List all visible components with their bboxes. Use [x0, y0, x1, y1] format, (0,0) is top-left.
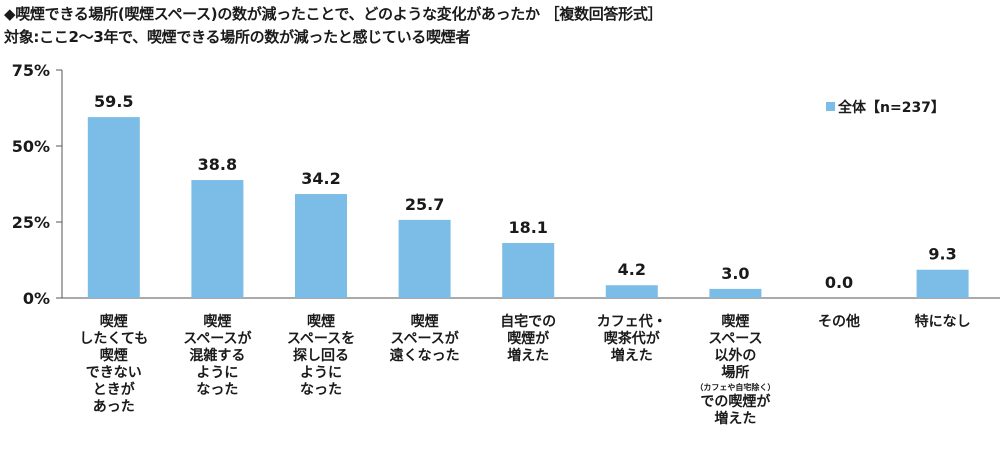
category-label: 喫煙 スペースが 遠くなった [375, 314, 475, 365]
bar [709, 288, 762, 298]
category-label-text: 喫煙 スペースが 遠くなった [389, 314, 460, 364]
bar [605, 285, 658, 298]
chart-subtitle: 対象:ここ2～3年で、喫煙できる場所の数が減ったと感じている喫煙者 [4, 28, 471, 46]
bar-value-label: 4.2 [618, 260, 646, 279]
category-label: カフェ代・ 喫茶代が 増えた [582, 314, 682, 365]
bar-value-label: 9.3 [928, 245, 956, 264]
chart-title: ◆喫煙できる場所(喫煙スペース)の数が減ったことで、どのような変化があったか ［… [4, 5, 663, 23]
category-label: 喫煙 スペースを 探し回る ように なった [271, 314, 371, 399]
y-tick-label: 75% [12, 61, 50, 80]
category-label-text: 喫煙 スペースを 探し回る ように なった [286, 314, 356, 398]
category-label-text: 喫煙 スペースが 混雑する ように なった [183, 314, 252, 398]
category-label-text: その他 [818, 314, 860, 330]
bar-value-label: 25.7 [405, 195, 444, 214]
bar [502, 242, 555, 298]
category-label: 特になし [893, 314, 993, 331]
bar-value-label: 18.1 [508, 218, 547, 237]
y-tick-label: 25% [12, 213, 50, 232]
category-label-note: （カフェや自宅除く） [695, 383, 776, 392]
bars [87, 117, 969, 299]
category-label: 自宅での 喫煙が 増えた [478, 314, 578, 365]
category-label: 喫煙 したくても 喫煙 できない ときが あった [64, 314, 164, 416]
category-label-text: 喫煙 スペース 以外の 場所 [708, 314, 763, 381]
category-label: 喫煙 スペースが 混雑する ように なった [167, 314, 267, 399]
category-label-text: 特になし [914, 314, 971, 330]
legend: 全体【n=237】 [826, 97, 945, 117]
bar [87, 117, 140, 299]
category-label-text: 自宅での 喫煙が 増えた [500, 314, 557, 364]
category-label-text: カフェ代・ 喫茶代が 増えた [596, 314, 667, 364]
category-label: 喫煙 スペース 以外の 場所 （カフェや自宅除く） での喫煙が 増えた [685, 314, 785, 428]
value-labels: 59.5 38.8 34.2 25.7 18.1 4.2 3.0 0.0 9.3 [94, 92, 957, 292]
bar [398, 219, 451, 298]
legend-label: 全体【n=237】 [838, 100, 945, 116]
y-tick-label: 50% [12, 137, 50, 156]
y-tick-label: 0% [23, 289, 50, 308]
bar [916, 269, 969, 298]
bar [191, 180, 244, 298]
bar-value-label: 38.8 [198, 155, 237, 174]
category-label-text: 喫煙 したくても 喫煙 できない ときが あった [79, 314, 149, 415]
bar-value-label: 34.2 [301, 169, 340, 188]
bar [295, 194, 347, 298]
category-label: その他 [789, 314, 889, 331]
legend-swatch [826, 102, 835, 111]
bar-value-label: 0.0 [825, 273, 853, 292]
category-label-suffix: での喫煙が 増えた [700, 394, 771, 427]
bar-value-label: 3.0 [721, 264, 749, 283]
bar-value-label: 59.5 [94, 92, 133, 111]
